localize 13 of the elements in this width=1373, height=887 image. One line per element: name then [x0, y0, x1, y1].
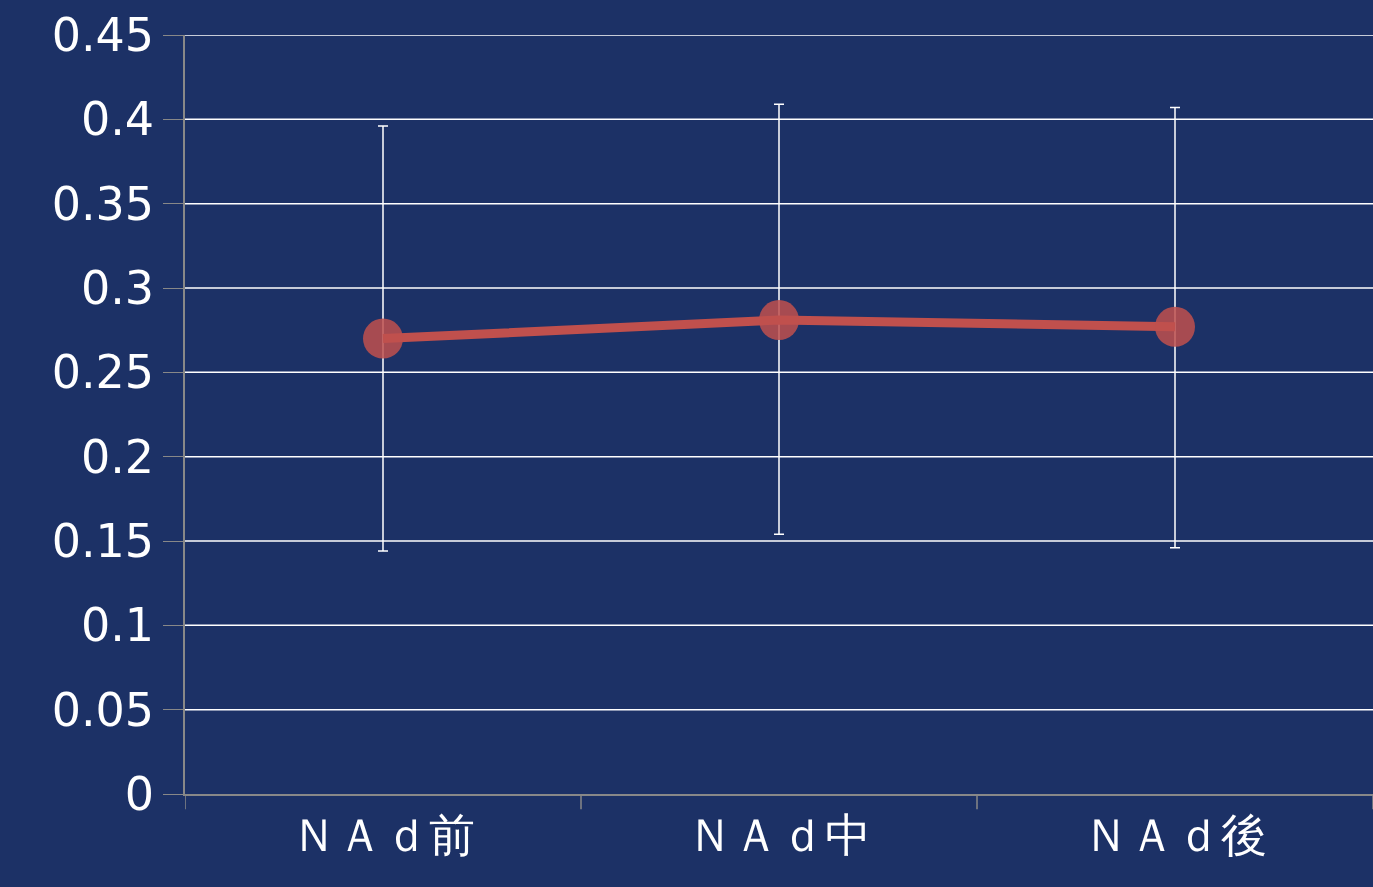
y-tick-label: 0.25 [51, 345, 155, 400]
y-tick-label: 0.2 [80, 429, 155, 484]
y-tick-label: 0.05 [51, 682, 155, 737]
y-tick-label: 0 [124, 767, 155, 822]
y-tick-label: 0.3 [80, 261, 155, 316]
x-tick-label: ＮＡｄ中 [687, 807, 871, 862]
x-tick-label: ＮＡｄ後 [1083, 807, 1267, 862]
y-tick-label: 0.1 [80, 598, 155, 653]
y-tick-label: 0.15 [51, 514, 155, 569]
y-tick-label: 0.45 [51, 8, 155, 63]
y-tick-label: 0.4 [80, 92, 155, 147]
y-tick-label: 0.35 [51, 176, 155, 231]
x-tick-label: ＮＡｄ前 [291, 807, 475, 862]
